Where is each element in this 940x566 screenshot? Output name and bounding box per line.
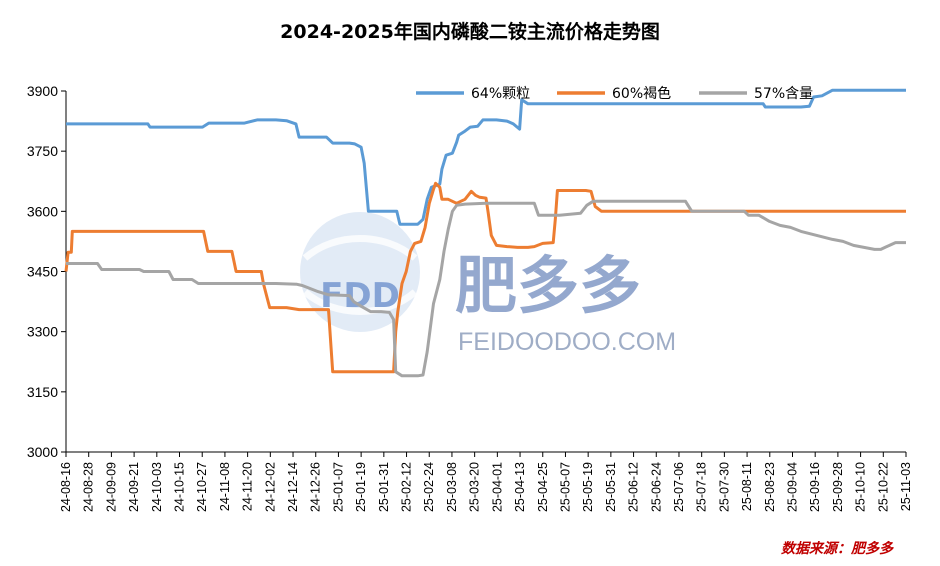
x-tick-label: 24-10-15 xyxy=(173,462,187,512)
x-tick-label: 25-03-20 xyxy=(468,462,482,512)
x-tick-label: 25-02-24 xyxy=(422,462,436,512)
x-tick-label: 24-10-03 xyxy=(150,462,164,512)
x-tick-label: 25-03-08 xyxy=(445,462,459,512)
x-tick-label: 25-11-03 xyxy=(899,462,913,511)
series-lines xyxy=(64,88,906,378)
x-tick-label: 25-07-06 xyxy=(672,462,686,512)
y-tick-label: 3150 xyxy=(27,384,58,400)
x-tick-label: 25-09-04 xyxy=(785,462,799,512)
source-note: 数据来源：肥多多 xyxy=(781,540,894,557)
legend-label-2: 60%褐色 xyxy=(612,85,671,102)
y-tick-label: 3600 xyxy=(27,203,58,219)
watermark-logo: FDD 肥多多 FEIDOODOO.COM xyxy=(300,212,676,356)
x-tick-label: 25-05-19 xyxy=(581,462,595,512)
watermark-brand: 肥多多 xyxy=(455,249,641,322)
x-tick-label: 25-09-16 xyxy=(808,462,822,512)
x-tick-label: 24-08-28 xyxy=(82,462,96,512)
x-tick-label: 25-08-23 xyxy=(763,462,777,512)
x-tick-label: 24-12-02 xyxy=(263,462,277,512)
y-tick-label: 3300 xyxy=(27,324,58,340)
x-tick-label: 24-08-16 xyxy=(59,462,73,512)
y-tick-label: 3450 xyxy=(27,264,58,280)
legend-label-1: 64%颗粒 xyxy=(471,86,530,102)
y-tick-label: 3900 xyxy=(27,83,58,99)
x-tick-label: 24-09-21 xyxy=(127,462,141,512)
series-line-3 xyxy=(66,199,906,378)
x-tick-label: 24-10-27 xyxy=(195,462,209,512)
legend-label-3: 57%含量 xyxy=(754,86,813,102)
x-tick-label: 25-01-19 xyxy=(354,462,368,512)
chart-title: 2024-2025年国内磷酸二铵主流价格走势图 xyxy=(280,20,660,43)
watermark-url: FEIDOODOO.COM xyxy=(458,328,676,356)
x-tick-label: 25-06-24 xyxy=(649,462,663,512)
x-tick-label: 25-05-31 xyxy=(604,462,618,512)
x-tick-label: 24-12-26 xyxy=(309,462,323,512)
y-axis-ticks: 3000 3150 3300 3450 3600 3750 3900 xyxy=(27,83,66,460)
x-tick-label: 25-06-12 xyxy=(627,462,641,512)
x-tick-label: 24-11-20 xyxy=(241,462,255,511)
x-tick-label: 25-09-28 xyxy=(831,462,845,512)
x-tick-label: 25-10-22 xyxy=(876,462,890,512)
legend: 64%颗粒 60%褐色 57%含量 xyxy=(416,85,813,102)
x-tick-label: 25-07-30 xyxy=(717,462,731,512)
x-tick-label: 25-05-07 xyxy=(558,462,572,512)
x-axis-ticks: 24-08-16 24-08-28 24-09-09 24-09-21 24-10-03… xyxy=(59,452,913,512)
x-tick-label: 24-12-14 xyxy=(286,462,300,512)
x-tick-label: 25-04-25 xyxy=(536,462,550,512)
x-tick-label: 25-08-11 xyxy=(740,462,754,511)
x-tick-label: 24-11-08 xyxy=(218,462,232,511)
y-tick-label: 3000 xyxy=(27,444,58,460)
x-tick-label: 25-04-01 xyxy=(490,462,504,512)
series-line-1 xyxy=(66,88,906,226)
x-tick-label: 24-09-09 xyxy=(104,462,118,512)
y-tick-label: 3750 xyxy=(27,143,58,159)
x-tick-label: 25-04-13 xyxy=(513,462,527,512)
x-tick-label: 25-02-12 xyxy=(400,462,414,512)
x-tick-label: 25-01-07 xyxy=(331,462,345,512)
x-tick-label: 25-07-18 xyxy=(695,462,709,512)
x-tick-label: 25-10-10 xyxy=(854,462,868,512)
series-line-2 xyxy=(64,181,906,374)
x-tick-label: 25-01-31 xyxy=(377,462,391,512)
